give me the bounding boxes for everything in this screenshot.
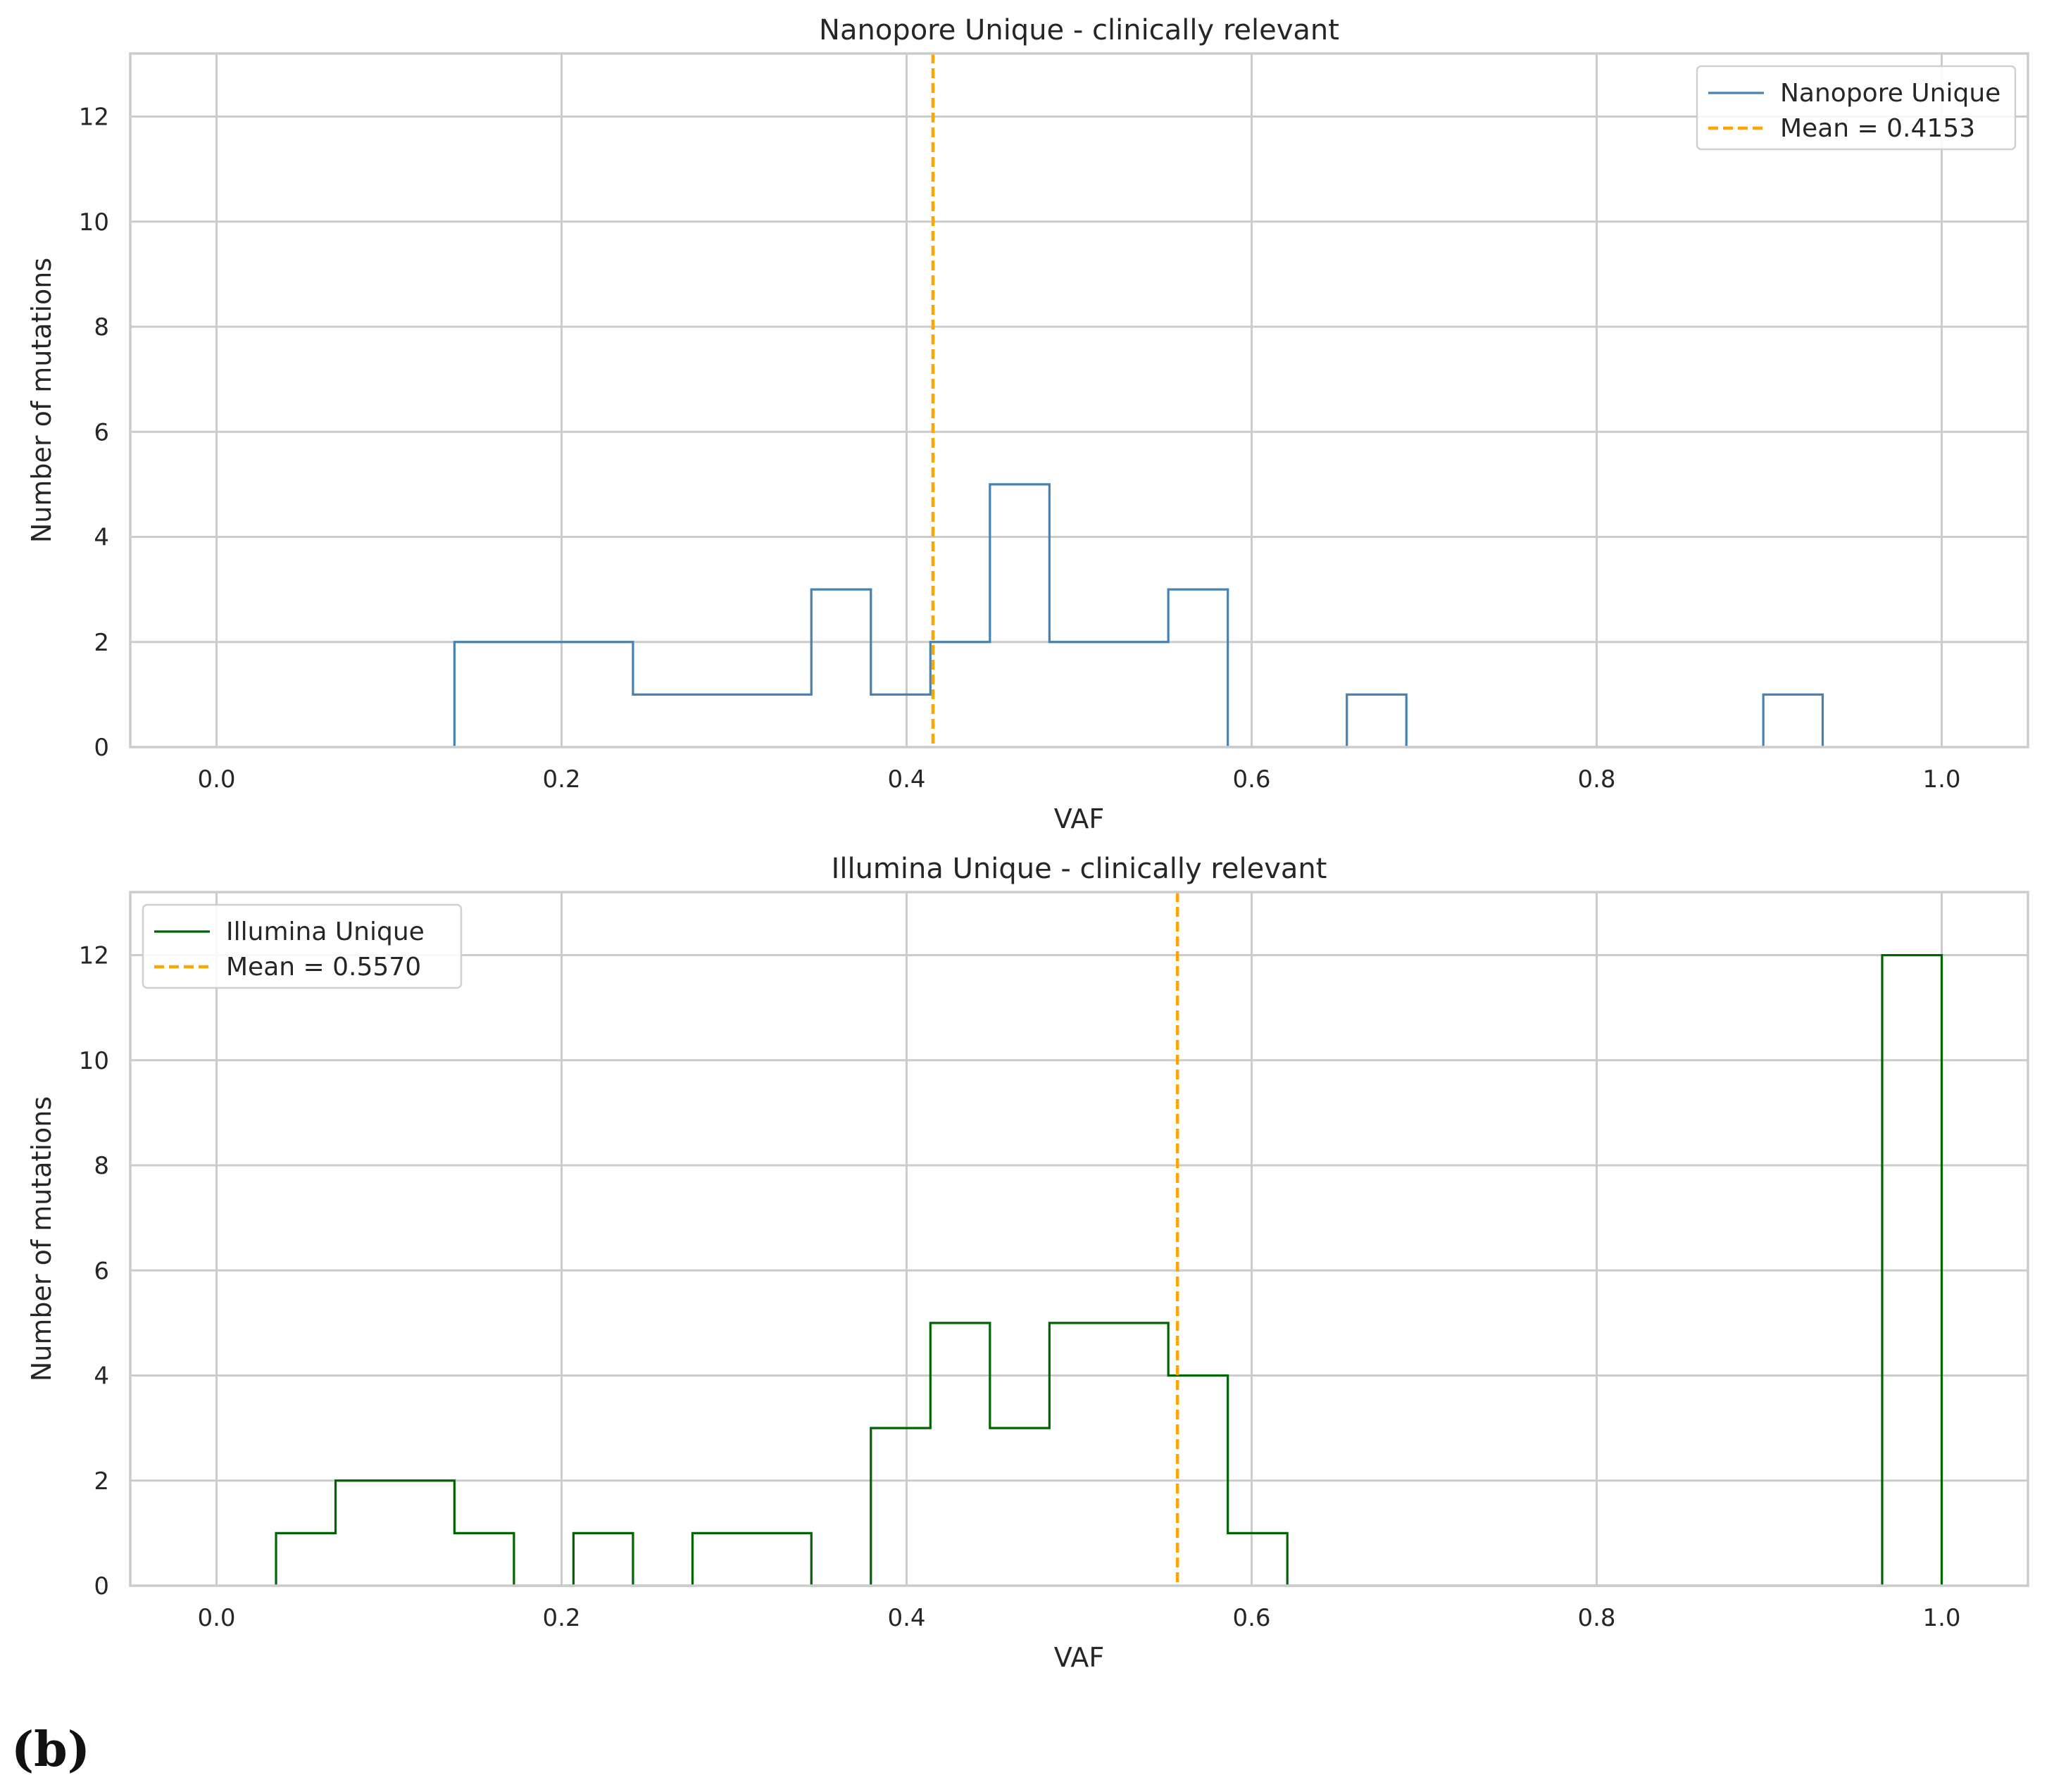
- legend-mean-label: Mean = 0.4153: [1780, 114, 1975, 143]
- x-axis-label: VAF: [1054, 1642, 1104, 1673]
- y-tick-label: 8: [94, 1152, 109, 1180]
- y-tick-label: 0: [94, 1572, 109, 1600]
- legend: Nanopore Unique Mean = 0.4153: [1696, 65, 2017, 151]
- panel-label: (b): [11, 1722, 90, 1778]
- legend-series-label: Nanopore Unique: [1780, 79, 2000, 108]
- y-axis-label: Number of mutations: [26, 1096, 57, 1381]
- axes-frame: [129, 891, 2029, 1587]
- y-tick-label: 8: [94, 313, 109, 342]
- chart-panel-2: 0.0 0.2 0.4 0.6 0.8 1.0 0 2 4 6 8 10 12 VAF Number of …: [26, 853, 2029, 1673]
- y-tick-label: 10: [79, 1047, 109, 1075]
- legend: Illumina Unique Mean = 0.5570: [142, 903, 463, 989]
- legend-box: [142, 903, 463, 989]
- legend-box: [1696, 65, 2017, 151]
- x-tick-label: 1.0: [1922, 1604, 1960, 1632]
- x-tick-label: 0.6: [1232, 765, 1270, 794]
- y-tick-label: 2: [94, 1467, 109, 1496]
- y-tick-label: 4: [94, 1362, 109, 1391]
- x-tick-label: 0.0: [197, 765, 235, 794]
- y-tick-label: 0: [94, 734, 109, 762]
- x-tick-label: 0.8: [1577, 765, 1615, 794]
- x-tick-label: 0.6: [1232, 1604, 1270, 1632]
- x-tick-label: 1.0: [1922, 765, 1960, 794]
- y-tick-label: 12: [79, 942, 109, 970]
- legend-mean-label: Mean = 0.5570: [226, 953, 421, 982]
- x-tick-label: 0.8: [1577, 1604, 1615, 1632]
- y-tick-label: 6: [94, 418, 109, 446]
- y-tick-label: 10: [79, 208, 109, 237]
- x-tick-label: 0.2: [542, 765, 580, 794]
- chart-panel-1: 0.0 0.2 0.4 0.6 0.8 1.0 0 2 4 6 8 10 12 VAF Number of …: [26, 14, 2029, 834]
- y-tick-label: 6: [94, 1257, 109, 1285]
- legend-series-label: Illumina Unique: [226, 917, 425, 946]
- chart-title: Illumina Unique - clinically relevant: [832, 853, 1327, 885]
- y-tick-label: 12: [79, 104, 109, 132]
- x-axis-label: VAF: [1054, 803, 1104, 834]
- x-tick-label: 0.0: [197, 1604, 235, 1632]
- y-axis-label: Number of mutations: [26, 258, 57, 543]
- x-tick-label: 0.4: [887, 765, 925, 794]
- histogram-series-1: [453, 483, 1824, 748]
- x-tick-label: 0.4: [887, 1604, 925, 1632]
- y-tick-label: 2: [94, 629, 109, 657]
- y-tick-label: 4: [94, 524, 109, 552]
- x-tick-label: 0.2: [542, 1604, 580, 1632]
- axes-frame: [129, 52, 2029, 748]
- chart-title: Nanopore Unique - clinically relevant: [819, 14, 1339, 46]
